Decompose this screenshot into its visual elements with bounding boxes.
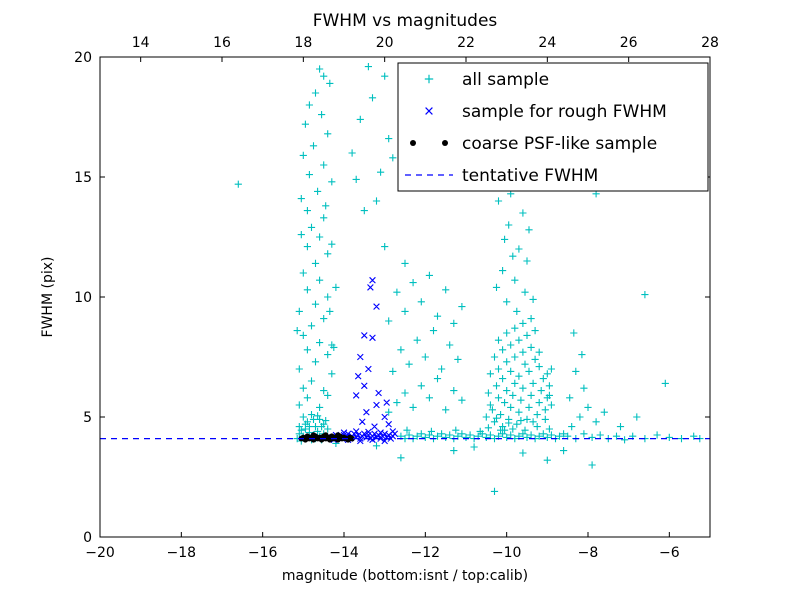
tick-labels: −20 −18 −16 −14 −12 −10 −8 −6 14 16 18 20 22 24 26 28 0 5…: [74, 35, 719, 561]
x-tick-label-top: 22: [457, 35, 475, 51]
y-tick-label: 5: [83, 410, 92, 426]
x-tick-label-bottom: −10: [492, 545, 522, 561]
y-tick-label: 20: [74, 50, 92, 66]
chart-title: FWHM vs magnitudes: [313, 11, 498, 31]
legend-box: [397, 62, 709, 192]
legend-label: all sample: [462, 70, 549, 90]
legend-dot-marker: [410, 140, 416, 146]
x-tick-label-bottom: −8: [578, 545, 599, 561]
series-coarse-psf-like-sample: [298, 432, 355, 443]
legend-label: coarse PSF-like sample: [462, 134, 657, 154]
plot-area: [100, 63, 710, 495]
x-tick-label-top: 14: [132, 35, 150, 51]
legend-label: tentative FWHM: [462, 166, 598, 186]
series-all-sample: [234, 63, 704, 495]
x-tick-label-bottom: −12: [411, 545, 441, 561]
legend-label: sample for rough FWHM: [462, 102, 667, 122]
x-tick-label-top: 28: [701, 35, 719, 51]
legend: all sample sample for rough FWHM coarse PS…: [397, 62, 709, 192]
x-tick-label-top: 24: [538, 35, 556, 51]
series-sample-for-rough-fwhm: [328, 276, 399, 445]
legend-plus-marker: [424, 74, 434, 84]
x-tick-label-bottom: −20: [85, 545, 115, 561]
chart-root: −20 −18 −16 −14 −12 −10 −8 −6 14 16 18 20 22 24 26 28 0 5…: [74, 35, 719, 561]
x-tick-label-bottom: −6: [659, 545, 680, 561]
x-tick-label-bottom: −18: [167, 545, 197, 561]
x-axis-label: magnitude (bottom:isnt / top:calib): [282, 568, 528, 584]
x-tick-label-top: 26: [620, 35, 638, 51]
x-tick-label-bottom: −14: [329, 545, 359, 561]
legend-dot-marker: [442, 140, 448, 146]
x-tick-label-top: 18: [294, 35, 312, 51]
axis-ticks: [99, 56, 711, 538]
y-tick-label: 0: [83, 530, 92, 546]
x-tick-label-top: 20: [376, 35, 394, 51]
x-tick-label-bottom: −16: [248, 545, 278, 561]
x-tick-label-top: 16: [213, 35, 231, 51]
y-tick-label: 15: [74, 170, 92, 186]
y-tick-label: 10: [74, 290, 92, 306]
legend-x-marker: [425, 107, 433, 115]
y-axis-label: FWHM (pix): [40, 257, 56, 338]
